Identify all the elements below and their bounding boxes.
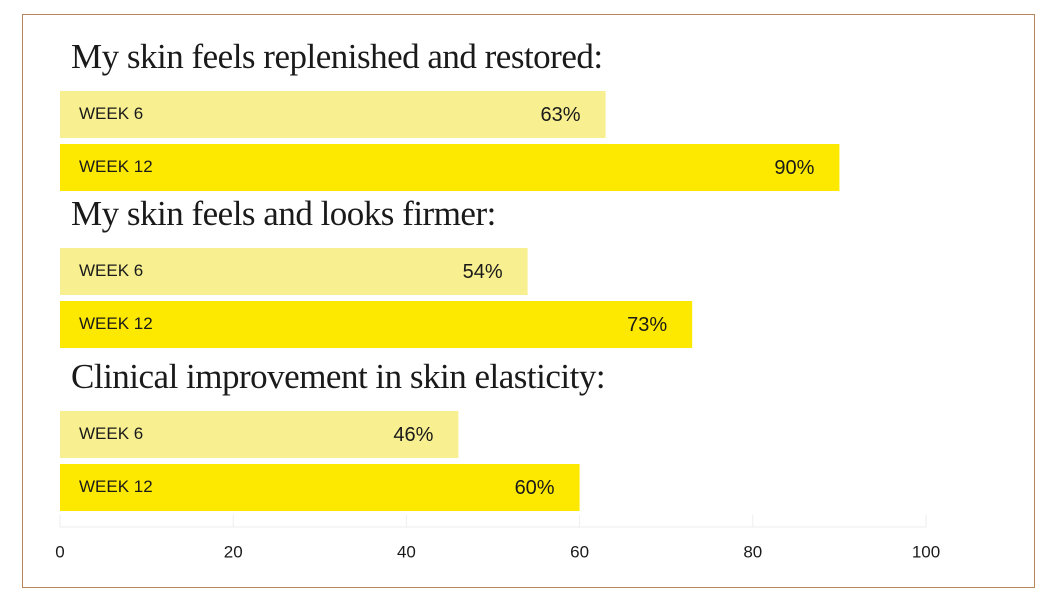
bar <box>60 91 606 138</box>
bar <box>60 248 528 295</box>
bar-series-label: WEEK 12 <box>79 157 153 176</box>
bar-series-label: WEEK 6 <box>79 104 143 123</box>
x-tick-label: 60 <box>570 542 589 561</box>
value-label: 90% <box>774 157 814 179</box>
bar-series-label: WEEK 6 <box>79 424 143 443</box>
group-title: My skin feels and looks firmer: <box>71 194 496 233</box>
bar-series-label: WEEK 6 <box>79 261 143 280</box>
value-label: 60% <box>515 477 555 499</box>
bar <box>60 144 840 191</box>
bar-series-label: WEEK 12 <box>79 314 153 333</box>
group-title: My skin feels replenished and restored: <box>71 37 603 76</box>
group-title: Clinical improvement in skin elasticity: <box>71 357 605 396</box>
x-tick-label: 0 <box>55 542 64 561</box>
value-label: 63% <box>541 104 581 126</box>
frame <box>22 14 1035 588</box>
value-label: 73% <box>627 314 667 336</box>
bar-series-label: WEEK 12 <box>79 477 153 496</box>
x-tick-label: 100 <box>912 542 940 561</box>
x-tick-label: 40 <box>397 542 416 561</box>
x-tick-label: 20 <box>224 542 243 561</box>
bar <box>60 411 459 458</box>
value-label: 54% <box>463 261 503 283</box>
bar <box>60 301 693 348</box>
value-label: 46% <box>393 424 433 446</box>
x-tick-label: 80 <box>743 542 762 561</box>
bar <box>60 464 580 511</box>
